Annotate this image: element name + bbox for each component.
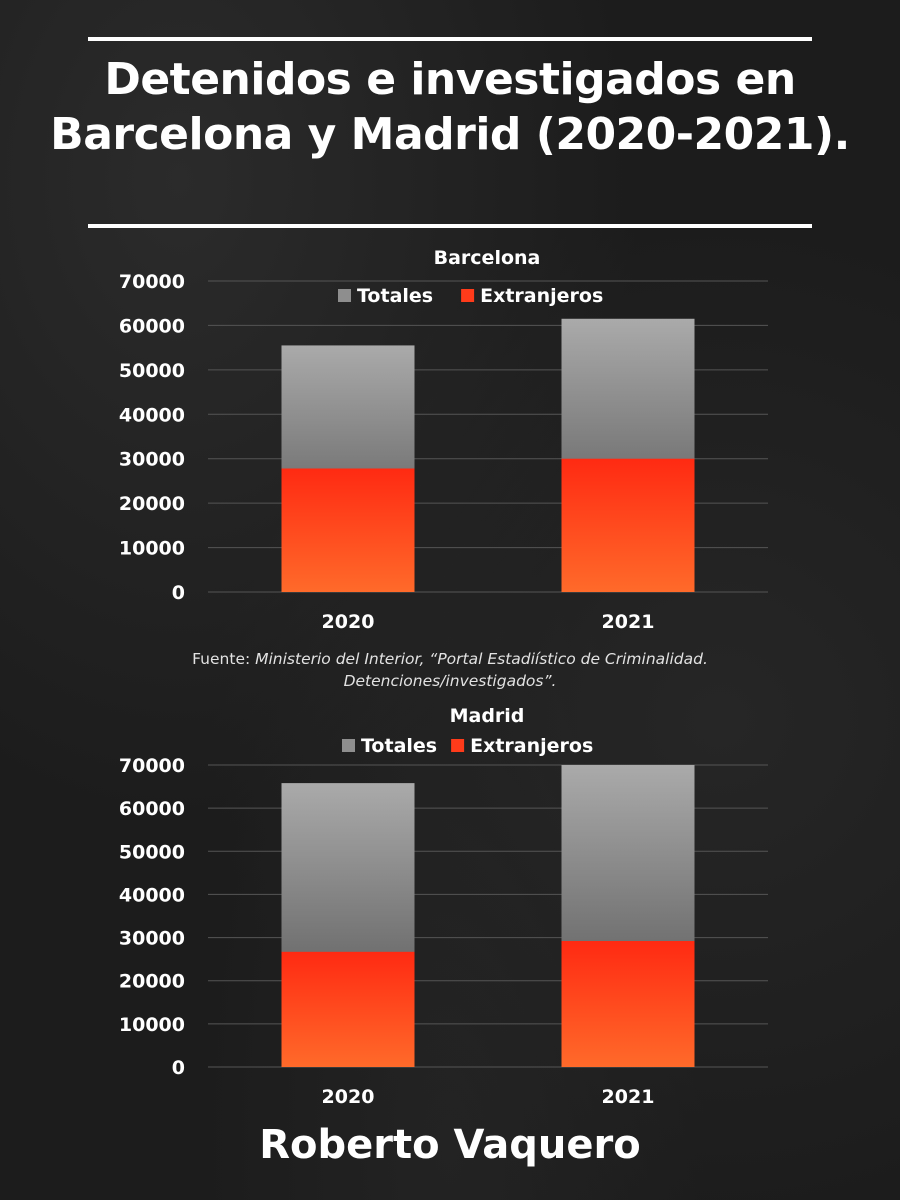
source-text: Ministerio del Interior, “Portal Estadií… (255, 650, 708, 690)
barcelona-bar-extranjeros-2021 (561, 458, 695, 592)
madrid-x-tick-label-2021: 2021 (602, 1086, 655, 1108)
madrid-chart-title: Madrid (450, 705, 525, 727)
madrid-y-tick-label: 40000 (119, 884, 185, 906)
madrid-legend-label-extranjeros: Extranjeros (470, 735, 593, 757)
madrid-legend-label-totales: Totales (361, 735, 437, 757)
madrid-y-tick-label: 10000 (119, 1014, 185, 1036)
madrid-legend-swatch-extranjeros (451, 739, 465, 752)
barcelona-y-tick-label: 40000 (119, 404, 185, 426)
madrid-y-tick-label: 50000 (119, 841, 185, 863)
top-rule (88, 37, 812, 41)
barcelona-y-tick-label: 60000 (119, 315, 185, 337)
barcelona-legend-swatch-extranjeros (461, 289, 475, 302)
barcelona-y-tick-label: 20000 (119, 493, 185, 515)
page-title: Detenidos e investigados en Barcelona y … (50, 54, 850, 160)
madrid-legend-swatch-totales (342, 739, 355, 752)
barcelona-legend-swatch-totales (338, 289, 351, 302)
barcelona-legend-label-totales: Totales (357, 285, 433, 307)
barcelona-y-tick-label: 0 (172, 582, 185, 604)
madrid-y-tick-label: 0 (172, 1057, 185, 1079)
barcelona-y-tick-label: 50000 (119, 360, 185, 382)
barcelona-bar-extranjeros-2020 (281, 468, 415, 592)
madrid-y-tick-label: 30000 (119, 928, 185, 950)
madrid-y-tick-label: 70000 (119, 755, 185, 777)
barcelona-x-tick-label-2021: 2021 (602, 611, 655, 633)
author-name: Roberto Vaquero (259, 1122, 641, 1168)
madrid-y-tick-label: 20000 (119, 971, 185, 993)
source-note: Fuente: Ministerio del Interior, “Portal… (150, 648, 750, 692)
barcelona-chart-title: Barcelona (434, 247, 541, 269)
madrid-bar-extranjeros-2020 (281, 951, 415, 1067)
source-prefix: Fuente: (192, 650, 256, 668)
barcelona-y-tick-label: 70000 (119, 271, 185, 293)
barcelona-x-tick-label-2020: 2020 (322, 611, 375, 633)
barcelona-y-tick-label: 30000 (119, 449, 185, 471)
barcelona-chart: Barcelona Totales Extranjeros 0 10000 20000 30… (0, 240, 900, 640)
barcelona-legend-label-extranjeros: Extranjeros (480, 285, 603, 307)
madrid-chart-svg: Madrid Totales Extranjeros 0 10000 20000 30000… (119, 705, 768, 1108)
barcelona-y-tick-label: 10000 (119, 538, 185, 560)
madrid-chart: Madrid Totales Extranjeros 0 10000 20000 30000… (0, 700, 900, 1120)
bottom-rule (88, 224, 812, 228)
madrid-x-tick-label-2020: 2020 (322, 1086, 375, 1108)
madrid-bar-extranjeros-2021 (561, 941, 695, 1067)
madrid-y-tick-label: 60000 (119, 798, 185, 820)
